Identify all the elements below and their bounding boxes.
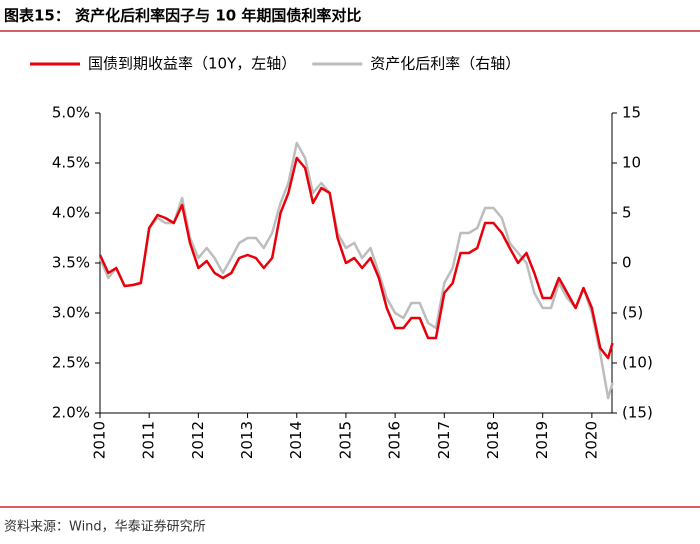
- series-line: [98, 141, 614, 400]
- y2-tick-label: 10: [622, 154, 641, 172]
- y2-tick-label: 5: [622, 204, 632, 222]
- y2-tick-label: (15): [622, 404, 653, 422]
- x-tick-label: 2017: [435, 421, 453, 459]
- y2-tick-label: 15: [622, 104, 641, 122]
- y2-tick-label: 0: [622, 254, 632, 272]
- y-tick-label: 5.0%: [52, 104, 90, 122]
- y-tick-label: 2.0%: [52, 404, 90, 422]
- series-line: [98, 156, 614, 360]
- source: 资料来源：Wind，华泰证券研究所: [4, 519, 206, 535]
- x-tick-label: 2019: [533, 421, 551, 459]
- y2-tick-label: (10): [622, 354, 653, 372]
- legend-label: 资产化后利率（右轴）: [370, 55, 520, 73]
- x-tick-label: 2011: [140, 421, 158, 459]
- x-tick-label: 2012: [189, 421, 207, 459]
- y2-tick-label: (5): [622, 304, 643, 322]
- y-tick-label: 2.5%: [52, 354, 90, 372]
- y-tick-label: 3.0%: [52, 304, 90, 322]
- x-tick-label: 2014: [287, 421, 305, 459]
- y-tick-label: 4.5%: [52, 154, 90, 172]
- x-tick-label: 2015: [336, 421, 354, 459]
- x-tick-label: 2016: [386, 421, 404, 459]
- legend-label: 国债到期收益率（10Y，左轴）: [88, 55, 296, 73]
- x-tick-label: 2018: [484, 421, 502, 459]
- x-tick-label: 2010: [91, 421, 109, 459]
- chart-title: 图表15： 资产化后利率因子与 10 年期国债利率对比: [4, 7, 361, 25]
- x-tick-label: 2013: [238, 421, 256, 459]
- y-tick-label: 4.0%: [52, 204, 90, 222]
- y-tick-label: 3.5%: [52, 254, 90, 272]
- x-tick-label: 2020: [582, 421, 600, 459]
